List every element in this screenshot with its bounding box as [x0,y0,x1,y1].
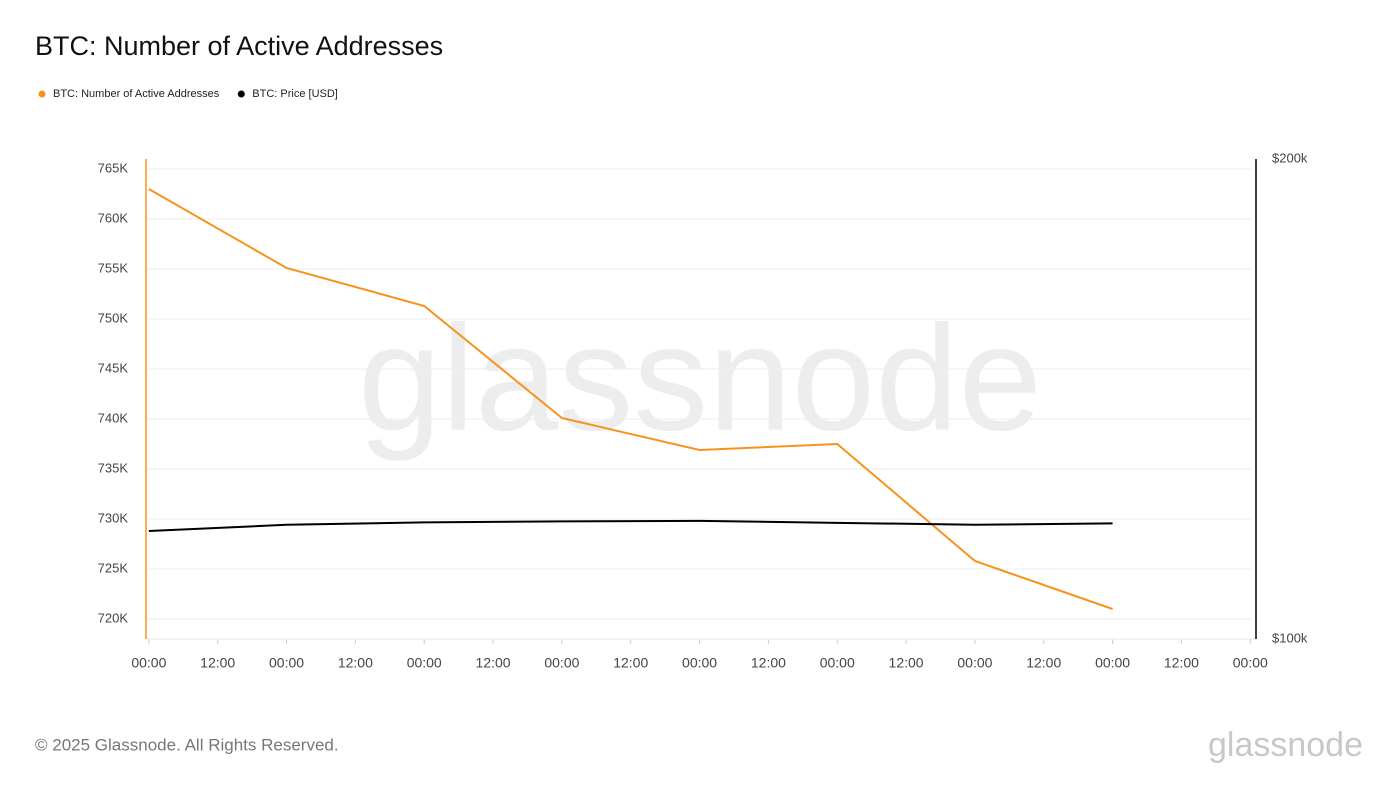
x-tick-label: 00:00 [682,655,717,671]
x-tick-label: 00:00 [1095,655,1130,671]
x-tick-label: 00:00 [544,655,579,671]
y2-tick-label: $100k [1272,630,1308,645]
y-tick-label: 720K [98,610,129,625]
x-tick-label: 12:00 [1164,655,1199,671]
y-tick-label: 750K [98,310,129,325]
watermark: glassnode [358,294,1042,462]
legend-label: BTC: Number of Active Addresses [53,88,220,100]
y-tick-label: 740K [98,410,129,425]
x-tick-label: 00:00 [957,655,992,671]
x-tick-label: 00:00 [820,655,855,671]
x-tick-label: 12:00 [751,655,786,671]
x-tick-label: 00:00 [269,655,304,671]
x-tick-label: 00:00 [131,655,166,671]
y2-tick-label: $200k [1272,150,1308,165]
x-tick-label: 12:00 [889,655,924,671]
x-tick-label: 00:00 [1233,655,1268,671]
y-tick-label: 735K [98,460,129,475]
footer: © 2025 Glassnode. All Rights Reserved. [35,735,339,754]
series-line [148,519,1113,532]
logo: glassnode [1208,726,1363,764]
chart-title: BTC: Number of Active Addresses [35,31,443,61]
y-tick-label: 730K [98,510,129,525]
y-tick-label: 765K [98,160,129,175]
legend-label: BTC: Price [USD] [252,88,338,100]
legend-marker [237,90,245,98]
x-tick-label: 12:00 [200,655,235,671]
x-tick-label: 00:00 [407,655,442,671]
y-tick-label: 760K [98,210,129,225]
series-line [148,188,1113,610]
x-tick-label: 12:00 [1026,655,1061,671]
legend-marker [38,90,46,98]
x-tick-label: 12:00 [476,655,511,671]
y-tick-label: 745K [98,360,129,375]
x-tick-label: 12:00 [613,655,648,671]
y-tick-label: 725K [98,560,129,575]
x-tick-label: 12:00 [338,655,373,671]
y-tick-label: 755K [98,260,129,275]
